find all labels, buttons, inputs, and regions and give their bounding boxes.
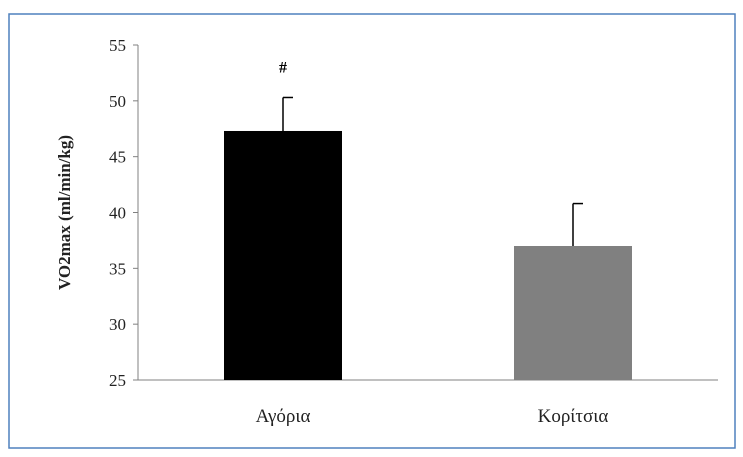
bar: [224, 130, 342, 380]
bar: [514, 246, 632, 380]
y-tick-label: 30: [109, 315, 126, 334]
x-tick-label: Αγόρια: [256, 406, 311, 427]
x-tick-label: Κορίτσια: [538, 406, 609, 427]
y-tick-label: 40: [109, 204, 126, 223]
y-tick-label: 45: [109, 148, 126, 167]
y-axis: 25 30 35 40 45 50 55: [109, 36, 139, 390]
y-tick-label: 50: [109, 92, 126, 111]
y-tick-label: 55: [109, 36, 126, 55]
y-axis-label: VO2max (ml/min/kg): [55, 135, 74, 290]
y-tick-label: 35: [109, 259, 126, 278]
bars: #: [224, 59, 632, 380]
y-tick-label: 25: [109, 371, 126, 390]
significance-annotation: #: [279, 59, 287, 76]
